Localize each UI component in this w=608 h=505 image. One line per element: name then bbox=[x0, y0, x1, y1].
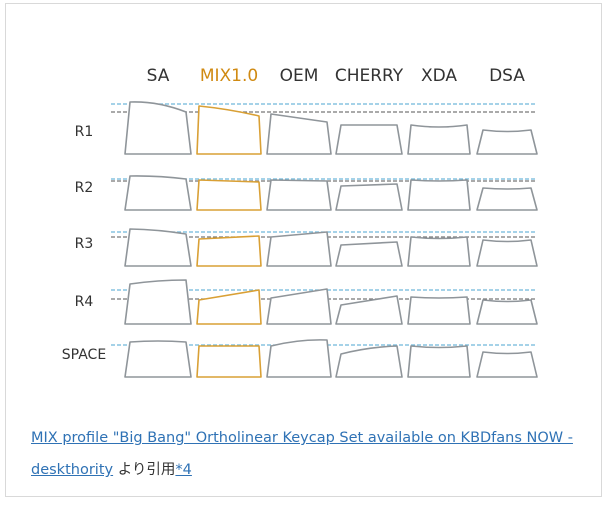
keycap-cherry-r4 bbox=[335, 295, 403, 325]
keycap-xda-space bbox=[407, 345, 471, 378]
keycap-cherry-r3 bbox=[335, 241, 403, 267]
keycap-dsa-r1 bbox=[476, 129, 538, 155]
keycap-sa-r2 bbox=[124, 175, 192, 211]
keycap-xda-r3 bbox=[407, 236, 471, 267]
keycap-oem-r1 bbox=[266, 113, 332, 155]
keycap-dsa-r3 bbox=[476, 239, 538, 267]
keycap-mix-r2 bbox=[196, 179, 262, 211]
keycap-oem-r3 bbox=[266, 231, 332, 267]
keycap-sa-r1 bbox=[124, 101, 192, 155]
keycap-xda-r2 bbox=[407, 179, 471, 211]
keycap-xda-r4 bbox=[407, 296, 471, 325]
row-label-space: SPACE bbox=[62, 347, 106, 363]
keycap-cherry-r2 bbox=[335, 183, 403, 211]
keycap-mix-r4 bbox=[196, 289, 262, 325]
keycap-sa-r4 bbox=[124, 279, 192, 325]
profile-header-oem: OEM bbox=[280, 66, 319, 86]
keycap-sa-r3 bbox=[124, 228, 192, 267]
footnote-link[interactable]: *4 bbox=[175, 462, 192, 478]
keycap-mix-r3 bbox=[196, 235, 262, 267]
profile-header-cherry: CHERRY bbox=[335, 66, 404, 86]
article-card: SA MIX1.0 OEM CHERRY XDA DSA R1 R2 R3 R4 SPACE MI… bbox=[5, 3, 602, 497]
profile-header-dsa: DSA bbox=[489, 66, 525, 86]
figure-caption: MIX profile "Big Bang" Ortholinear Keyca… bbox=[31, 422, 591, 486]
source-link[interactable]: MIX profile "Big Bang" Ortholinear Keyca… bbox=[31, 430, 573, 478]
quote-suffix: より引用 bbox=[117, 462, 176, 478]
keycap-dsa-space bbox=[476, 351, 538, 378]
keycap-sa-space bbox=[124, 340, 192, 378]
keycap-dsa-r2 bbox=[476, 187, 538, 211]
keycap-cherry-space bbox=[335, 345, 403, 378]
keycap-profile-diagram: SA MIX1.0 OEM CHERRY XDA DSA R1 R2 R3 R4 SPACE bbox=[26, 24, 586, 404]
keycap-profile-svg: SA MIX1.0 OEM CHERRY XDA DSA R1 R2 R3 R4 SPACE bbox=[62, 66, 538, 378]
keycap-dsa-r4 bbox=[476, 299, 538, 325]
keycap-oem-r4 bbox=[266, 288, 332, 325]
profile-header-xda: XDA bbox=[421, 66, 457, 86]
keycap-oem-r2 bbox=[266, 179, 332, 211]
row-label-r1: R1 bbox=[75, 124, 94, 140]
profile-header-sa: SA bbox=[147, 66, 170, 86]
keycap-cherry-r1 bbox=[335, 124, 403, 155]
profile-header-mix10: MIX1.0 bbox=[200, 66, 258, 86]
keycap-mix-r1 bbox=[196, 105, 262, 155]
row-label-r3: R3 bbox=[75, 236, 94, 252]
row-label-r4: R4 bbox=[75, 294, 94, 310]
row-label-r2: R2 bbox=[75, 180, 94, 196]
keycap-xda-r1 bbox=[407, 124, 471, 155]
keycap-oem-space bbox=[266, 339, 332, 378]
keycap-mix-space bbox=[196, 345, 262, 378]
